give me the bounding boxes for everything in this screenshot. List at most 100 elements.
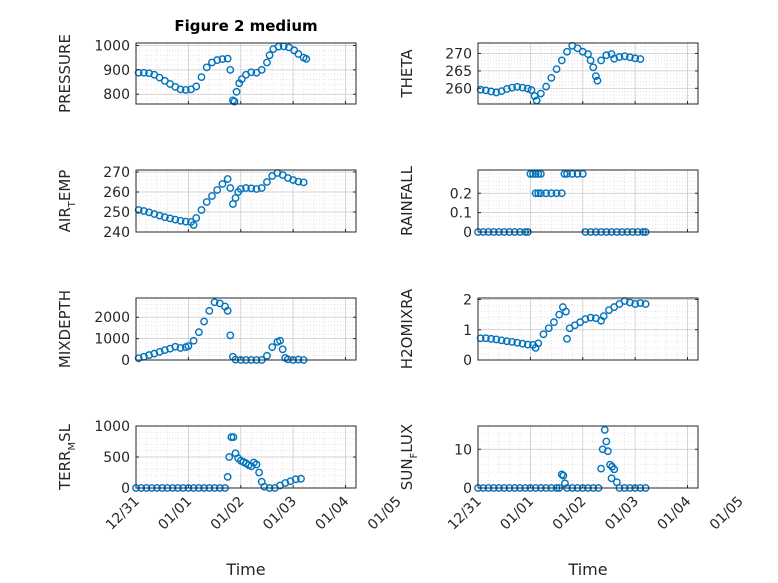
y-tick-label: 0 [463,225,472,241]
data-point [205,306,214,315]
subplot-5: 0 1000 2000 MIXDEPTH [56,290,357,369]
data-point [294,50,303,58]
subplot-1: 800 900 1000 PRESSURE Figure 2 medium [56,17,357,113]
y-label-main: PRESSURE [56,34,74,113]
data-point [529,169,537,178]
data-point [276,336,284,345]
data-point [192,82,201,91]
data-point [492,88,501,97]
data-point [284,355,292,364]
data-point [531,169,540,178]
data-point [536,189,545,198]
y-tick-label: 0.2 [450,186,472,202]
axes-frame [477,297,699,361]
data-point [562,307,570,316]
x-tick-label: 01/05 [365,494,405,534]
data-point [559,471,568,480]
y-tick-label: 0 [463,353,472,369]
data-point [302,54,311,63]
y-label-main: AIR [56,207,74,232]
data-point [181,217,190,226]
data-point [242,184,250,192]
y-tick-label: 10 [454,442,472,458]
data-point [200,317,208,326]
data-point [213,56,222,64]
data-point [247,184,256,193]
data-point [563,334,571,343]
data-point [487,334,495,343]
data-point [155,211,164,220]
data-point [508,83,516,92]
data-point [236,185,245,193]
data-point [289,176,298,184]
axes-background [136,43,356,104]
data-point [560,169,569,178]
y-axis-label: MIXDEPTH [56,290,74,368]
subplot-3: 240 250 260 270 AIRTEMP [56,165,357,241]
y-label-rest: SL [56,423,74,442]
data-point [134,354,143,363]
y-axis-label: H2OMIXRA [398,288,416,369]
y-axis-label: TERRMSL [56,423,78,491]
data-point [194,328,203,337]
axes-background [478,43,698,104]
data-point [597,56,605,65]
data-point [223,54,232,63]
data-point [555,310,564,319]
data-point [518,83,527,92]
y-tick-label: 270 [103,165,130,181]
x-tick-label: 01/03 [260,494,300,534]
data-point [202,198,211,206]
data-point [534,169,543,178]
data-point [586,56,595,65]
data-point [636,299,645,308]
y-tick-label: 1000 [94,332,130,348]
y-label-main: RAINFALL [398,165,416,236]
data-point [230,97,239,106]
data-series [476,297,650,352]
y-tick-label: 2000 [94,310,130,326]
data-point [223,175,232,183]
data-point [210,298,219,307]
y-axis-label: THETA [398,49,416,99]
data-point [531,189,540,198]
y-tick-label: 270 [445,46,472,62]
data-point [218,55,227,64]
data-point [626,298,634,307]
data-point [586,313,595,322]
data-point [591,72,600,81]
data-point [563,47,571,56]
x-tick-label: 01/04 [313,493,353,533]
data-point [534,339,543,348]
x-tick-label: 12/31 [445,494,485,534]
y-tick-label: 2 [463,293,472,309]
data-point [226,65,235,74]
y-axis-label: RAINFALL [398,165,416,236]
data-point [561,479,569,488]
data-point [523,340,532,349]
data-point [497,336,506,345]
data-point [297,474,305,483]
y-label-subscript: T [67,200,78,208]
x-tick-label: 12/31 [103,494,143,534]
data-point [527,86,536,94]
data-point [257,65,266,74]
data-point [593,76,602,85]
data-point [492,335,501,344]
data-point [139,68,148,77]
data-point [208,192,216,200]
data-point [145,351,153,359]
y-label-rest: LUX [398,424,416,453]
data-point [636,55,645,63]
data-point [547,73,556,82]
data-point [278,345,287,354]
data-point [542,189,550,198]
x-tick-label: 01/04 [655,493,695,533]
data-point [189,336,198,345]
data-point [573,44,582,53]
x-tick-label: 01/01 [497,494,537,534]
data-point [223,306,232,315]
data-point [223,472,232,481]
data-point [255,468,263,477]
data-point [160,213,169,222]
